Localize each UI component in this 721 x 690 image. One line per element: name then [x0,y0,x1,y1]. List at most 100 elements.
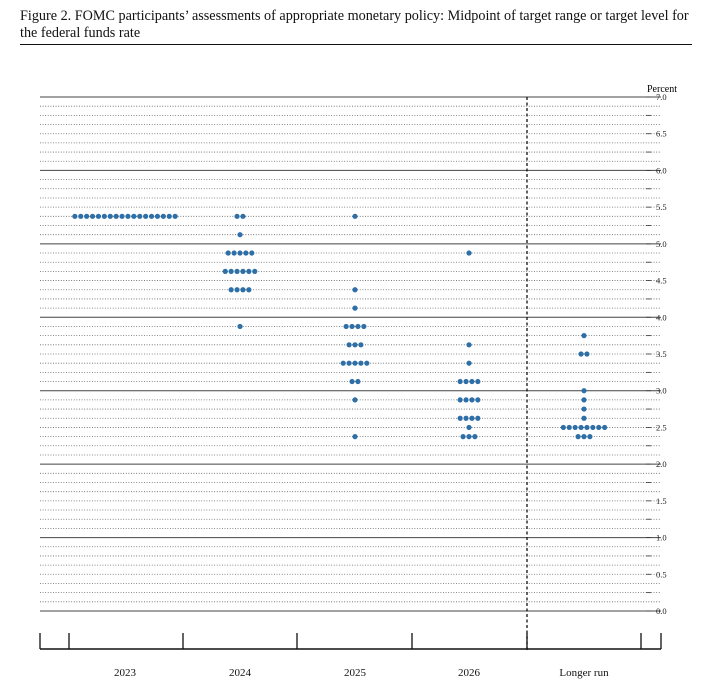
y-tick-label: 5.0 [656,239,667,249]
dot-point [581,333,587,339]
dot-point [581,415,587,421]
y-tick-label: 1.5 [656,496,667,506]
dot-point [581,406,587,412]
y-tick-label: 1.0 [656,533,667,543]
dot-point [349,378,355,385]
dot-point [566,424,572,431]
y-axis-label: Percent [647,84,677,95]
dot-point [602,424,608,431]
y-tick-label: 0.5 [656,569,667,579]
y-tick-label: 4.5 [656,276,667,286]
dot-point [240,268,246,274]
dot-point [143,213,149,219]
dot-point [125,213,131,219]
dot-point [361,323,367,330]
dot-point [107,213,113,219]
dot-point [84,213,90,219]
dot-point [457,415,463,421]
dot-point [78,213,84,219]
dot-point [352,397,358,403]
dot-point [457,397,463,403]
dot-point [237,250,243,256]
dot-point [343,323,349,330]
dot-point [89,213,96,219]
dot-point [246,287,252,293]
dot-point [352,287,358,293]
dot-point [340,360,346,366]
dot-point [234,287,240,293]
dot-point [581,397,587,403]
y-tick-label: 3.5 [656,349,667,359]
dot-point [587,434,593,440]
dot-point [228,287,234,293]
dot-point [575,434,581,440]
dot-point [237,232,243,238]
dot-point [222,268,228,274]
dot-point [355,323,361,330]
dot-point [225,250,231,256]
dot-point [72,213,78,219]
dot-point [466,434,472,440]
dot-point [466,342,472,348]
dot-point [355,378,361,385]
dot-point [475,378,481,385]
dot-point [346,360,352,366]
y-tick-label: 2.0 [656,459,667,469]
dot-point [466,250,472,256]
y-axis-ticks: 0.0 0.5 1.0 1.5 2.0 2.5 3.0 3.5 4.0 4.5 5.0 5.5 6.0 6… [646,92,667,616]
dot-point [358,360,364,366]
gridlines [40,96,661,612]
dot-point [475,415,481,421]
dot-point [584,424,590,431]
figure-title: Figure 2. FOMC participants’ assessments… [20,8,689,41]
y-tick-label: 2.5 [656,422,667,432]
dot-point [584,351,590,357]
dot-point [119,213,125,219]
dot-point [349,323,355,330]
dot-point [352,342,358,348]
dot-point [101,213,107,219]
dot-point [460,434,466,440]
dot-point [469,415,475,421]
y-tick-label: 6.5 [656,129,667,139]
dot-point [457,378,463,385]
dot-point [137,213,143,219]
dot-point [240,287,246,293]
dot-point [246,268,252,274]
dot-point [581,388,587,394]
dot-point [234,213,240,219]
dot-point [358,342,364,348]
dot-point [364,360,370,366]
dot-point [231,250,237,256]
dot-point [166,213,172,219]
dot-point [228,268,234,274]
dot-point [252,268,258,274]
dot-point [352,434,358,440]
dot-point [346,342,352,348]
x-tick-label: Longer run [559,667,609,679]
dot-point [240,213,246,219]
dot-point [469,397,475,403]
dot-point [131,213,137,219]
dot-point [352,360,358,366]
x-tick-label: 2025 [344,667,367,679]
x-tick-label: 2023 [114,667,137,679]
y-tick-label: 6.0 [656,165,667,175]
dot-point [249,250,255,256]
dot-point [560,424,566,431]
dot-point [466,360,472,366]
dot-point [172,213,178,219]
dot-point [148,213,155,219]
y-tick-label: 0.0 [656,606,667,616]
dot-point [469,378,475,385]
dot-point [466,424,472,431]
dot-point [578,351,584,357]
dot-point [154,213,161,219]
dot-point [472,434,478,440]
y-tick-label: 4.0 [656,312,667,322]
dot-point [352,213,358,219]
dot-point [463,397,469,403]
dots [72,213,608,440]
title-rule [20,44,692,45]
